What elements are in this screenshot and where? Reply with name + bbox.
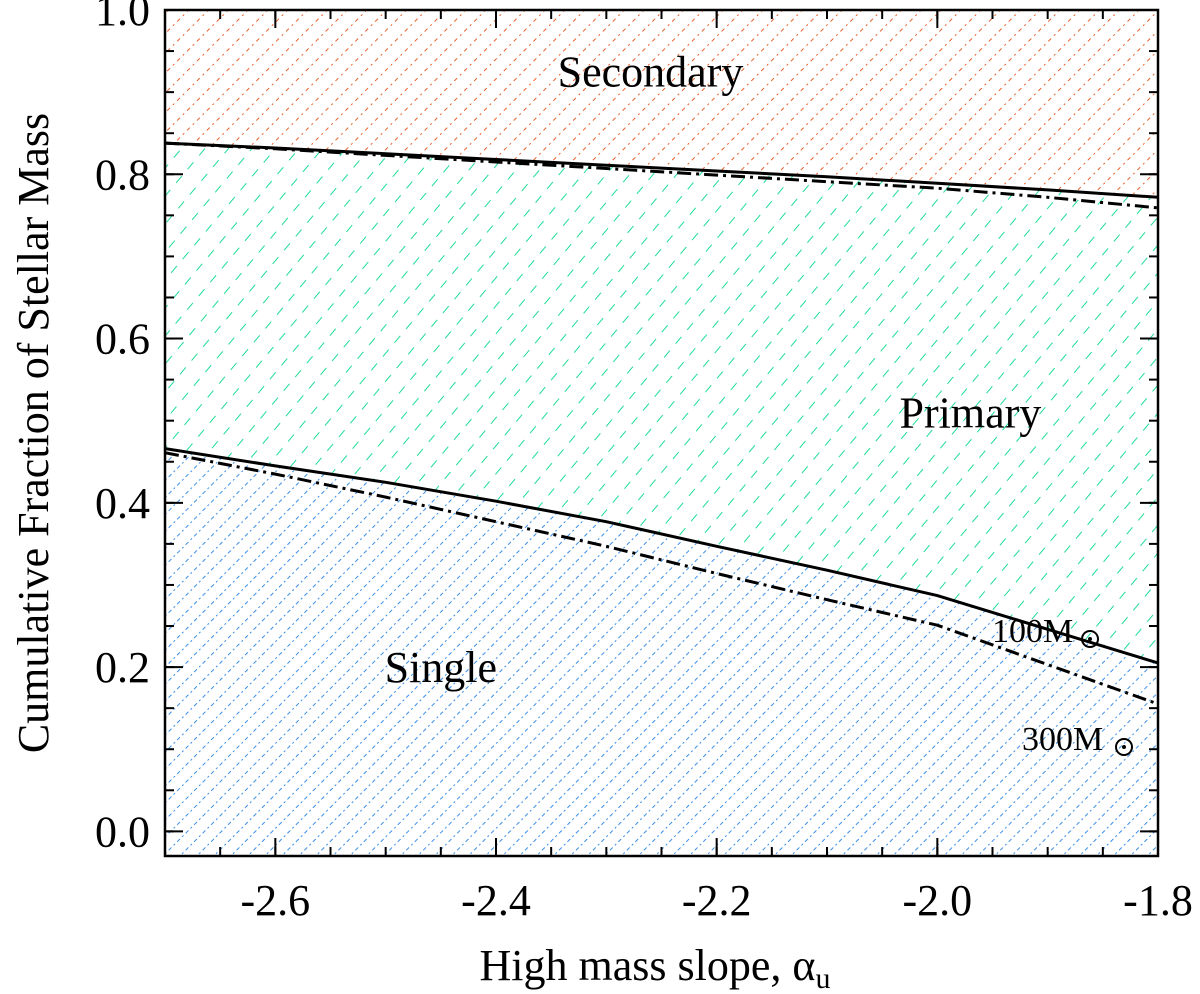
y-axis-title: Cumulative Fraction of Stellar Mass <box>9 113 58 753</box>
sun-dot-icon <box>1088 637 1092 641</box>
y-tick-label: 0.8 <box>95 150 150 199</box>
secondary-region <box>165 10 1158 198</box>
secondary-label: Secondary <box>558 48 744 97</box>
label-300msun: 300M <box>1022 721 1133 758</box>
series-line-3 <box>165 141 1158 210</box>
sun-dot-icon <box>1122 745 1126 749</box>
x-tick-label: -1.8 <box>1123 876 1193 925</box>
svg-text:100M: 100M <box>992 613 1073 650</box>
series-line-1 <box>165 451 1158 706</box>
single-region <box>165 448 1158 856</box>
series-line-0 <box>165 447 1158 665</box>
x-tick-label: -2.6 <box>241 876 311 925</box>
label-100msun: 100M <box>992 613 1099 650</box>
y-tick-label: 0.0 <box>95 807 150 856</box>
x-tick-label: -2.0 <box>903 876 973 925</box>
sun-symbol-icon <box>1115 738 1133 756</box>
x-tick-label: -2.4 <box>461 876 531 925</box>
y-tick-label: 0.4 <box>95 479 150 528</box>
primary-region <box>165 143 1158 664</box>
sun-symbol-icon <box>1081 630 1099 648</box>
y-tick-label: 1.0 <box>95 0 150 35</box>
y-tick-label: 0.2 <box>95 643 150 692</box>
svg-text:300M: 300M <box>1022 721 1103 758</box>
y-tick-label: 0.6 <box>95 315 150 364</box>
x-tick-label: -2.2 <box>682 876 752 925</box>
primary-label: Primary <box>900 389 1042 438</box>
x-axis-title: High mass slope, αu <box>480 941 831 994</box>
single-label: Single <box>385 643 497 692</box>
